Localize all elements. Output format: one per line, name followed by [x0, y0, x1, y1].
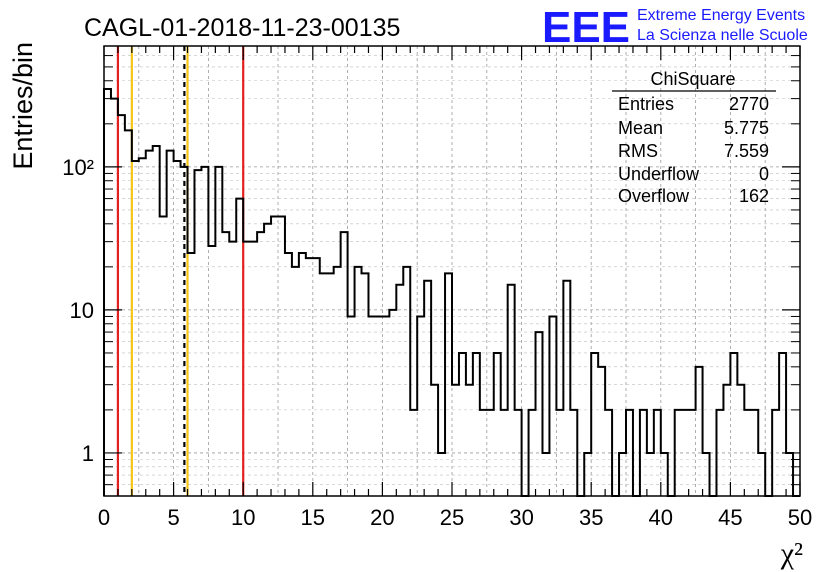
x-tick-label: 25 — [440, 505, 464, 530]
x-tick-label: 10 — [231, 505, 255, 530]
histogram-series — [103, 88, 800, 497]
stats-label: RMS — [618, 141, 658, 161]
x-axis-label: χ² — [780, 537, 803, 570]
logo-line1: Extreme Energy Events — [637, 7, 805, 24]
stats-box: ChiSquare Entries 2770 Mean 5.775 RMS 7.… — [612, 69, 776, 206]
histogram-outline — [103, 88, 800, 497]
x-tick-label: 5 — [167, 505, 179, 530]
x-tick-label: 35 — [579, 505, 603, 530]
x-tick-label: 50 — [788, 505, 812, 530]
stats-value: 2770 — [729, 94, 769, 114]
stats-label: Underflow — [618, 164, 700, 184]
y-tick-labels: 1 10 10² — [62, 155, 94, 466]
stats-label: Mean — [618, 118, 663, 138]
y-tick-label: 10² — [62, 155, 94, 180]
logo-line2: La Scienza nelle Scuole — [637, 27, 808, 44]
y-axis-label: Entries/bin — [8, 42, 38, 170]
chart-title: CAGL-01-2018-11-23-00135 — [84, 14, 400, 42]
stats-value: 5.775 — [724, 118, 769, 138]
x-tick-label: 20 — [370, 505, 394, 530]
stats-value: 162 — [739, 186, 769, 206]
stats-label: Overflow — [618, 186, 690, 206]
grid — [104, 45, 800, 497]
stats-label: Entries — [618, 94, 674, 114]
x-tick-labels: 0 5 10 15 20 25 30 35 40 45 50 — [98, 505, 812, 530]
y-tick-label: 1 — [82, 441, 94, 466]
x-tick-label: 0 — [98, 505, 110, 530]
stats-title: ChiSquare — [650, 69, 735, 89]
axis-ticks — [103, 45, 801, 497]
stats-value: 0 — [759, 164, 769, 184]
logo-mark: EEE — [542, 3, 630, 52]
stats-value: 7.559 — [724, 141, 769, 161]
x-tick-label: 40 — [649, 505, 673, 530]
eee-logo: EEE Extreme Energy Events La Scienza nel… — [542, 3, 808, 52]
y-tick-label: 10 — [70, 298, 94, 323]
x-tick-label: 15 — [301, 505, 325, 530]
x-tick-label: 30 — [509, 505, 533, 530]
reference-lines — [116, 46, 245, 496]
x-tick-label: 45 — [718, 505, 742, 530]
